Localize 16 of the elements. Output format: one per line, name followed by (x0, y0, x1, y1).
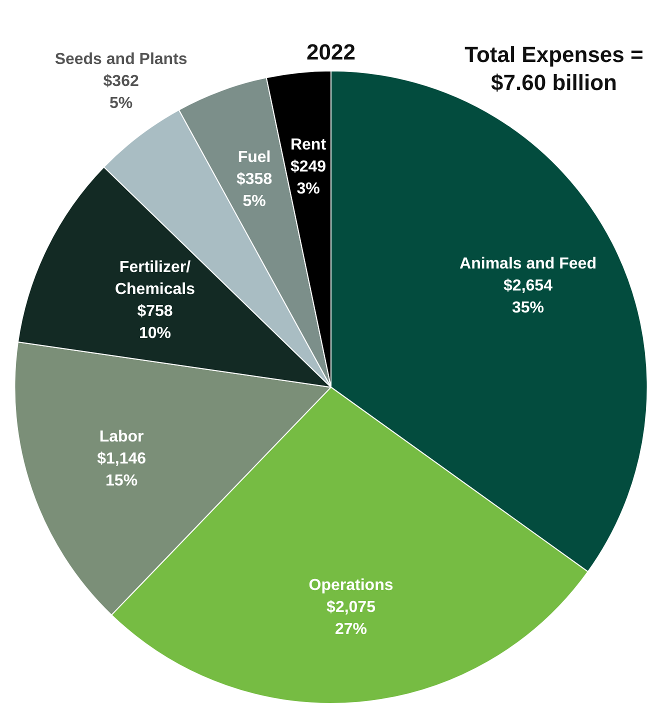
slice-label: Labor (99, 428, 144, 446)
data-label: $362 5% (103, 73, 139, 112)
data-label: $758 10% (137, 303, 173, 342)
slice-label: Animals and Feed (460, 256, 596, 273)
data-label: $1,146 15% (97, 450, 146, 490)
data-label: $2,075 27% (326, 599, 376, 638)
data-label: $2,654 35% (504, 278, 553, 317)
data-label: $249 3% (290, 158, 326, 198)
slice-label: Operations (308, 577, 394, 594)
slice-label: Fertilizer/ Chemicals (114, 259, 196, 298)
data-label: $358 5% (236, 170, 272, 210)
slice-label: Fuel (238, 148, 271, 166)
chart-title: 2022 (306, 39, 356, 64)
text: Total Expenses = $7.60 billion (464, 42, 644, 96)
slice-label: Rent (290, 136, 327, 154)
slice-label: Seeds and Plants (54, 51, 188, 68)
